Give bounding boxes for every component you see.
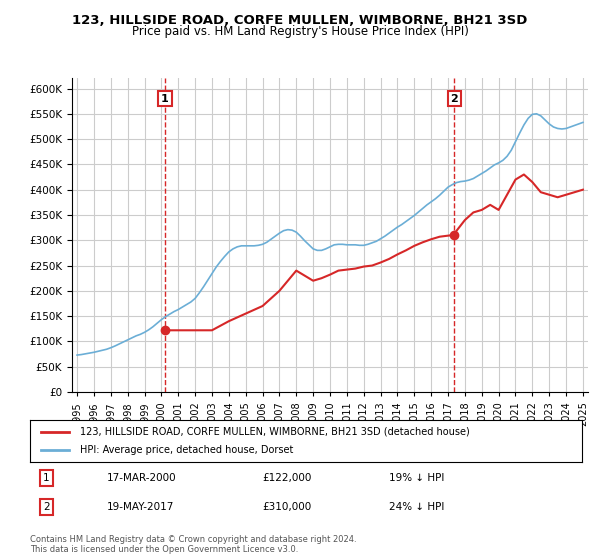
Text: HPI: Average price, detached house, Dorset: HPI: Average price, detached house, Dors… — [80, 445, 293, 455]
Text: 123, HILLSIDE ROAD, CORFE MULLEN, WIMBORNE, BH21 3SD (detached house): 123, HILLSIDE ROAD, CORFE MULLEN, WIMBOR… — [80, 427, 469, 437]
Text: 17-MAR-2000: 17-MAR-2000 — [107, 473, 177, 483]
Text: 1: 1 — [161, 94, 169, 104]
Text: £310,000: £310,000 — [262, 502, 311, 512]
Text: 19-MAY-2017: 19-MAY-2017 — [107, 502, 175, 512]
Text: 1: 1 — [43, 473, 50, 483]
Text: 2: 2 — [451, 94, 458, 104]
Text: 19% ↓ HPI: 19% ↓ HPI — [389, 473, 444, 483]
Text: 2: 2 — [43, 502, 50, 512]
Text: 24% ↓ HPI: 24% ↓ HPI — [389, 502, 444, 512]
Text: £122,000: £122,000 — [262, 473, 311, 483]
Text: Price paid vs. HM Land Registry's House Price Index (HPI): Price paid vs. HM Land Registry's House … — [131, 25, 469, 38]
Text: Contains HM Land Registry data © Crown copyright and database right 2024.
This d: Contains HM Land Registry data © Crown c… — [30, 535, 356, 554]
Text: 123, HILLSIDE ROAD, CORFE MULLEN, WIMBORNE, BH21 3SD: 123, HILLSIDE ROAD, CORFE MULLEN, WIMBOR… — [73, 14, 527, 27]
